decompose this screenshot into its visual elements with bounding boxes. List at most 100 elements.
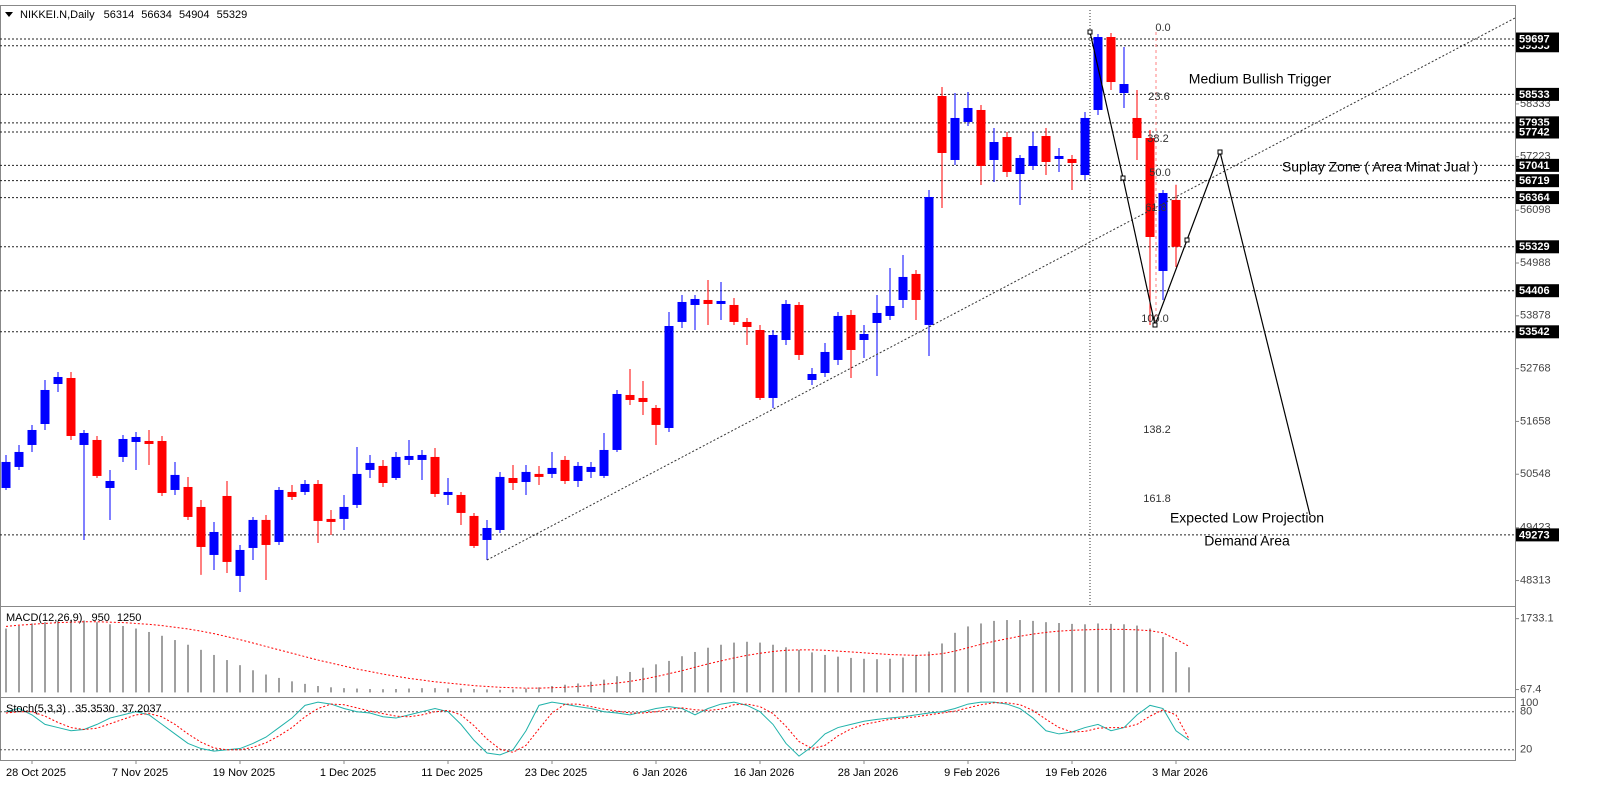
level-box xyxy=(1516,158,1559,172)
projection-point xyxy=(1120,175,1126,181)
candle-body xyxy=(170,474,180,490)
candle-body xyxy=(547,467,557,474)
candle-body xyxy=(859,333,869,340)
macd-bar xyxy=(915,654,917,693)
candle-body xyxy=(768,334,778,398)
level-box xyxy=(1516,174,1559,188)
candle-body xyxy=(794,304,804,355)
macd-bar xyxy=(5,628,7,693)
candle-body xyxy=(651,407,661,425)
macd-bar xyxy=(668,660,670,693)
candle-body xyxy=(1132,117,1142,139)
macd-bar xyxy=(200,649,202,693)
candle-body xyxy=(92,439,102,476)
projection-points xyxy=(1087,29,1223,328)
macd-bar xyxy=(1032,620,1034,693)
macd-bar xyxy=(278,677,280,693)
x-tick-label: 16 Jan 2026 xyxy=(734,767,795,779)
macd-bar xyxy=(57,620,59,693)
candle-body xyxy=(27,429,37,445)
candle-body xyxy=(222,495,232,562)
macd-name: MACD(12,26,9) xyxy=(6,612,82,624)
macd-bar xyxy=(616,676,618,693)
macd-bar xyxy=(434,688,436,693)
macd-bar xyxy=(1188,667,1190,693)
candle-body xyxy=(352,473,362,505)
candle-body xyxy=(365,462,375,470)
macd-value: 950 xyxy=(91,612,109,624)
candle-body xyxy=(79,432,89,445)
macd-bar xyxy=(70,620,72,693)
level-label: 57742 xyxy=(1519,126,1550,138)
fib-label: 100.0 xyxy=(1141,313,1169,325)
candle-body xyxy=(755,329,765,398)
macd-tick-label: 67.4 xyxy=(1520,683,1541,695)
macd-bar xyxy=(655,664,657,693)
candle-body xyxy=(690,298,700,305)
macd-bar xyxy=(785,647,787,693)
candle-body xyxy=(1002,137,1012,172)
macd-bar xyxy=(369,688,371,693)
candle-body xyxy=(638,397,648,402)
macd-bar xyxy=(135,628,137,693)
candle-body xyxy=(1106,37,1116,83)
annotation: Demand Area xyxy=(1204,533,1290,549)
candle-body xyxy=(508,477,518,483)
macd-bar xyxy=(1006,620,1008,693)
macd-bar xyxy=(772,644,774,693)
level-label: 53542 xyxy=(1519,326,1550,338)
candle-body xyxy=(1158,192,1168,271)
macd-bar xyxy=(343,688,345,693)
macd-bar xyxy=(161,635,163,693)
macd-bar xyxy=(642,667,644,693)
candle-body xyxy=(118,438,128,457)
macd-bar xyxy=(954,632,956,693)
candle-body xyxy=(131,436,141,442)
menu-arrow[interactable] xyxy=(5,12,13,17)
macd-title: MACD(12,26,9) 950 1250 xyxy=(6,612,141,624)
macd-bar xyxy=(1071,623,1073,693)
candle-body xyxy=(1119,84,1129,94)
level-label: 49273 xyxy=(1519,529,1550,541)
stoch-title: Stoch(5,3,3) 35.3530 37.2037 xyxy=(6,703,162,715)
level-label: 55329 xyxy=(1519,241,1550,253)
y-tick-label: 48313 xyxy=(1520,574,1551,586)
macd-bar xyxy=(850,657,852,693)
stoch-k xyxy=(5,701,1190,757)
candle-body xyxy=(716,300,726,304)
candle-body xyxy=(261,519,271,545)
macd-bar xyxy=(811,652,813,693)
candle-body xyxy=(456,494,466,513)
macd-bar xyxy=(239,665,241,693)
y-tick-label: 50548 xyxy=(1520,468,1551,480)
level-label: 57041 xyxy=(1519,160,1550,172)
candle-body xyxy=(1171,199,1181,247)
macd-bar xyxy=(1058,623,1060,693)
candle-body xyxy=(1145,138,1155,237)
macd-bar xyxy=(681,656,683,693)
candle-body xyxy=(924,196,934,325)
ohlc-open: 56314 xyxy=(104,9,135,21)
macd-bar xyxy=(720,644,722,693)
macd-bar xyxy=(1175,651,1177,693)
level-label: 58533 xyxy=(1519,89,1550,101)
macd-signal-value: 1250 xyxy=(117,612,141,624)
candle-body xyxy=(820,351,830,374)
candle-body xyxy=(183,486,193,517)
macd-bar xyxy=(213,654,215,693)
fib-label: 50.0 xyxy=(1149,167,1170,179)
candle-body xyxy=(40,389,50,424)
projection-line xyxy=(1089,31,1311,516)
level-box xyxy=(1516,87,1559,101)
macd-bar xyxy=(525,688,527,693)
macd-bar xyxy=(1123,624,1125,693)
candle-body xyxy=(443,491,453,495)
macd-bar xyxy=(109,624,111,693)
candle-body xyxy=(209,531,219,555)
macd-bar xyxy=(1045,622,1047,693)
stoch-k-value: 35.3530 xyxy=(75,703,115,715)
candle-body xyxy=(14,451,24,467)
macd-bar xyxy=(499,689,501,693)
candle-body xyxy=(781,303,791,340)
